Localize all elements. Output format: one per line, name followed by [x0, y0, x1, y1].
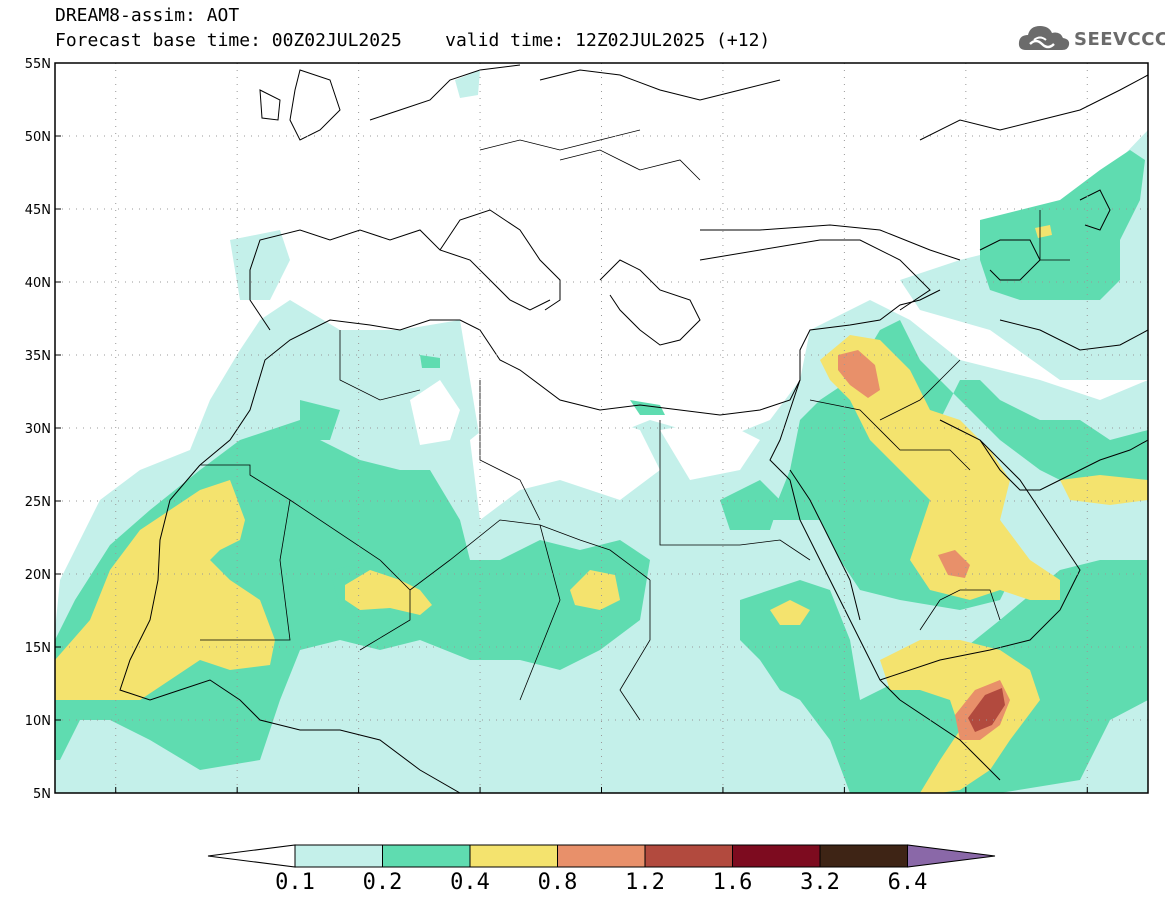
lat-lon-grid — [55, 63, 1148, 793]
colorbar-box — [732, 844, 821, 868]
aot-map: 55N 50N 45N 40N 35N 30N 25N 20N 15N 10N 5N 20W10W0… — [25, 57, 1149, 800]
lat-label: 30N — [25, 422, 51, 437]
forecast-time-line: Forecast base time: 00Z02JUL2025 valid t… — [55, 30, 771, 51]
colorbar-box — [294, 844, 383, 868]
aot-level-0-4 — [55, 225, 1148, 793]
colorbar-level-label: 6.4 — [888, 870, 928, 895]
colorbar-box — [382, 844, 471, 868]
colorbar-overflow-triangle — [907, 844, 996, 868]
chart-title: DREAM8-assim: AOT — [55, 5, 240, 26]
lat-label: 5N — [33, 787, 51, 800]
colorbar-underflow-triangle — [207, 844, 296, 868]
seevccc-logo: SEEVCCC — [1016, 20, 1165, 58]
cloud-icon — [1018, 26, 1070, 50]
lat-label: 10N — [25, 714, 51, 729]
coastlines — [119, 64, 1148, 793]
logo-text: SEEVCCC — [1074, 29, 1165, 50]
lat-label: 50N — [25, 130, 51, 145]
lat-label: 55N — [25, 57, 51, 72]
colorbar-labels: 0.1 0.2 0.4 0.8 1.2 1.6 3.2 6.4 — [275, 870, 927, 895]
lat-label: 15N — [25, 641, 51, 656]
colorbar-level-label: 1.2 — [625, 870, 665, 895]
colorbar-level-label: 3.2 — [800, 870, 840, 895]
colorbar-level-label: 1.6 — [713, 870, 753, 895]
country-borders — [200, 129, 1070, 721]
lat-label: 45N — [25, 203, 51, 218]
lat-label: 20N — [25, 568, 51, 583]
colorbar-level-label: 0.8 — [538, 870, 578, 895]
colorbar-level-label: 0.1 — [275, 870, 315, 895]
aot-level-1-2 — [968, 688, 1005, 732]
lat-label: 40N — [25, 276, 51, 291]
latitude-labels: 55N 50N 45N 40N 35N 30N 25N 20N 15N 10N 5N — [25, 57, 61, 800]
aot-clear-areas — [410, 380, 760, 520]
colorbar-level-label: 0.2 — [363, 870, 403, 895]
colorbar-box — [644, 844, 733, 868]
colorbar-boxes — [207, 844, 996, 868]
lat-label: 25N — [25, 495, 51, 510]
colorbar-level-label: 0.4 — [450, 870, 490, 895]
colorbar-box — [469, 844, 558, 868]
colorbar-box — [557, 844, 646, 868]
lat-label: 35N — [25, 349, 51, 364]
longitude-labels: 20W10W010E20E30E40E50E60E — [115, 787, 1088, 793]
colorbar-box — [819, 844, 908, 868]
